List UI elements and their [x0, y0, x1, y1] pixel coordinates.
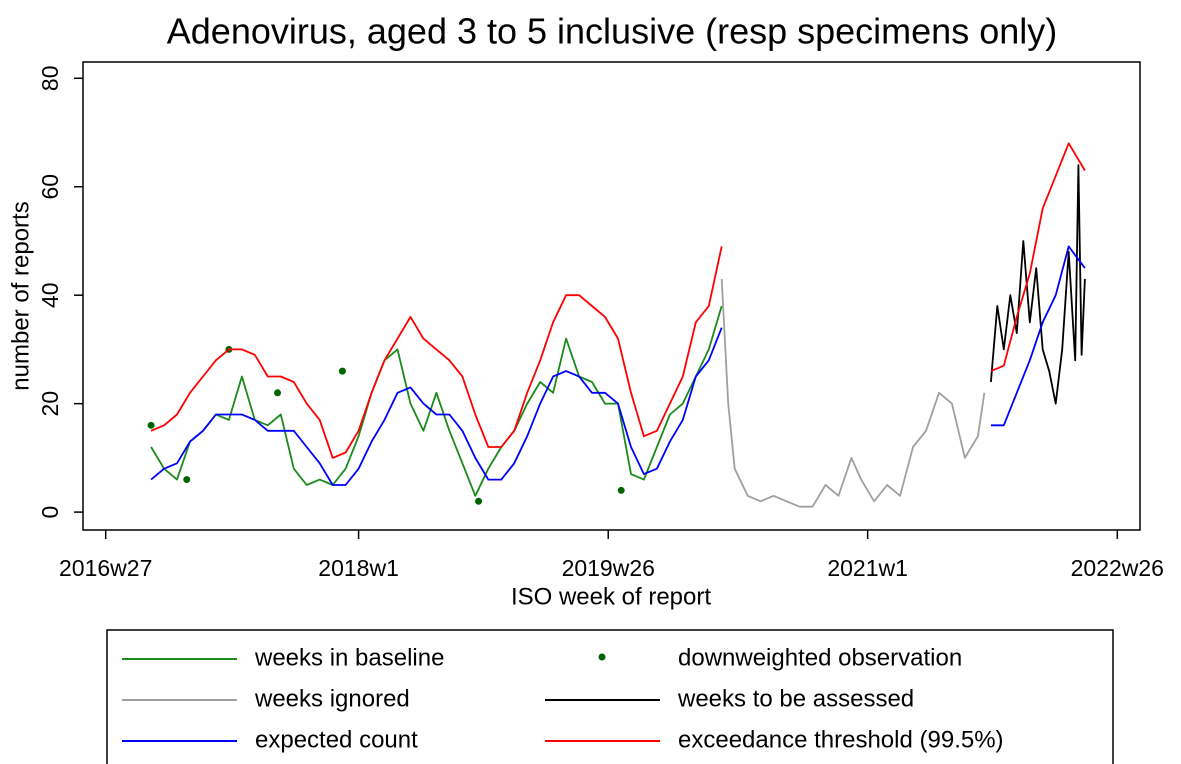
x-tick-label: 2022w26: [1071, 555, 1164, 581]
x-tick-label: 2018w1: [318, 555, 399, 581]
data-point: [475, 497, 483, 505]
legend-label: weeks to be assessed: [677, 685, 914, 712]
y-tick-label: 0: [37, 506, 63, 519]
data-point: [617, 486, 625, 494]
y-tick-label: 80: [37, 65, 63, 91]
legend-marker: [598, 653, 606, 661]
series-line: [150, 142, 1086, 459]
chart-title: Adenovirus, aged 3 to 5 inclusive (resp …: [167, 11, 1057, 52]
series-line: [150, 305, 723, 497]
y-axis-label: number of reports: [7, 201, 34, 390]
x-tick-label: 2019w26: [562, 555, 655, 581]
series-line: [990, 164, 1086, 405]
legend-label: weeks in baseline: [254, 644, 444, 671]
data-point: [274, 389, 282, 397]
series-line: [150, 245, 1086, 486]
y-tick-label: 20: [37, 391, 63, 417]
x-tick-label: 2021w1: [827, 555, 908, 581]
y-tick-label: 60: [37, 174, 63, 200]
legend-label: downweighted observation: [678, 644, 962, 671]
series-line: [720, 278, 986, 508]
data-point: [338, 367, 346, 375]
x-tick-label: 2016w27: [59, 555, 152, 581]
data-point: [147, 421, 155, 429]
legend-label: weeks ignored: [254, 685, 410, 712]
legend-label: expected count: [255, 726, 418, 753]
x-axis-label: ISO week of report: [511, 583, 711, 610]
y-tick-label: 40: [37, 282, 63, 308]
plot-frame: [82, 61, 1141, 531]
data-point: [183, 476, 191, 484]
legend-label: exceedance threshold (99.5%): [678, 726, 1004, 753]
